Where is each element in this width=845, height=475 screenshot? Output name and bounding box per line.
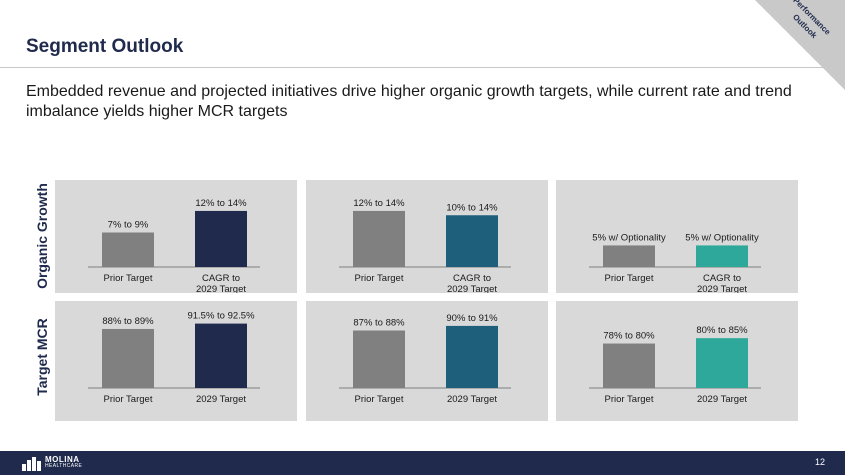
category-label: 2029 Target xyxy=(447,284,497,293)
category-label: 2029 Target xyxy=(697,394,747,405)
category-label: CAGR to xyxy=(453,273,491,284)
bar-chart-marketplace-rationalization-target-mcr: 78% to 80% Prior Target 80% to 85% 2029 Tar… xyxy=(589,325,761,405)
bar-prior-target xyxy=(102,232,154,267)
subtitle: Embedded revenue and projected initiativ… xyxy=(26,83,792,120)
category-label: Prior Target xyxy=(605,273,654,284)
bar-prior-target xyxy=(603,343,655,388)
bar-chart-medicare-rejuvenation-target-mcr: 87% to 88% Prior Target 90% to 91% 2029 Tar… xyxy=(339,313,511,405)
logo-subtitle: HEALTHCARE xyxy=(45,463,83,469)
category-label: Prior Target xyxy=(355,273,404,284)
category-label: 2029 Target xyxy=(697,284,747,293)
corner-tag-graphic: Performance Outlook xyxy=(755,0,845,90)
bar-cagr-to xyxy=(696,245,748,267)
data-label: 91.5% to 92.5% xyxy=(187,311,255,322)
chart-panel-medicare-growth: 12% to 14% Prior Target 10% to 14% CAGR to 2… xyxy=(306,180,548,293)
data-label: 80% to 85% xyxy=(696,325,748,336)
footer-bar: MOLINA HEALTHCARE 12 xyxy=(0,451,845,475)
bar-prior-target xyxy=(603,245,655,267)
category-label: CAGR to xyxy=(202,273,240,284)
data-label: 5% w/ Optionality xyxy=(592,232,666,243)
page-number: 12 xyxy=(814,457,825,467)
data-label: 78% to 80% xyxy=(603,331,655,342)
bar-cagr-to xyxy=(446,215,498,267)
bar-chart-medicare-rejuvenation-organic-growth: 12% to 14% Prior Target 10% to 14% CAGR to2… xyxy=(339,198,511,293)
title-divider xyxy=(0,67,845,68)
data-label: 7% to 9% xyxy=(108,220,149,231)
chart-panel-medicaid-mcr: 88% to 89% Prior Target 91.5% to 92.5% 2029… xyxy=(55,301,297,421)
bar-prior-target xyxy=(353,330,405,388)
data-label: 10% to 14% xyxy=(446,202,498,213)
data-label: 88% to 89% xyxy=(102,316,154,327)
bar-cagr-to xyxy=(195,210,247,267)
data-label: 12% to 14% xyxy=(195,198,247,209)
category-label: 2029 Target xyxy=(196,284,246,293)
corner-tag: Performance Outlook xyxy=(755,0,845,90)
data-label: 5% w/ Optionality xyxy=(685,232,759,243)
bar-2029-target xyxy=(446,325,498,388)
category-label: 2029 Target xyxy=(196,394,246,405)
bar-prior-target xyxy=(353,210,405,267)
category-label: Prior Target xyxy=(104,394,153,405)
logo-icon xyxy=(22,457,41,471)
category-label: Prior Target xyxy=(104,273,153,284)
page-title: Segment Outlook xyxy=(26,36,184,57)
corner-tag-triangle xyxy=(755,0,845,90)
category-label: CAGR to xyxy=(703,273,741,284)
chart-panel-medicare-mcr: 87% to 88% Prior Target 90% to 91% 2029 Tar… xyxy=(306,301,548,421)
data-label: 90% to 91% xyxy=(446,313,498,324)
bar-2029-target xyxy=(696,338,748,388)
chart-panel-marketplace-mcr: 78% to 80% Prior Target 80% to 85% 2029 Tar… xyxy=(556,301,798,421)
bar-2029-target xyxy=(195,323,247,388)
category-label: 2029 Target xyxy=(447,394,497,405)
bar-chart-medicaid-recalibration-target-mcr: 88% to 89% Prior Target 91.5% to 92.5% 2029… xyxy=(88,311,260,405)
logo-name: MOLINA xyxy=(45,455,80,464)
column-header-medicaid: Medicaid Recalibration xyxy=(94,148,258,165)
data-label: 12% to 14% xyxy=(353,198,405,209)
column-header-marketplace: Marketplace Rationalization xyxy=(578,148,776,165)
column-header-medicare: Medicare Rejuvenation xyxy=(345,148,509,165)
bar-chart-medicaid-recalibration-organic-growth: 7% to 9% Prior Target 12% to 14% CAGR to202… xyxy=(88,198,260,293)
row-label-target-mcr: Target MCR xyxy=(34,318,50,396)
chart-panel-marketplace-growth: 5% w/ Optionality Prior Target 5% w/ Optio… xyxy=(556,180,798,293)
bar-prior-target xyxy=(102,328,154,388)
bar-chart-marketplace-rationalization-organic-growth: 5% w/ Optionality Prior Target 5% w/ Optio… xyxy=(589,232,761,293)
category-label: Prior Target xyxy=(605,394,654,405)
chart-panel-medicaid-growth: 7% to 9% Prior Target 12% to 14% CAGR to 202… xyxy=(55,180,297,293)
company-logo: MOLINA HEALTHCARE xyxy=(22,455,82,471)
data-label: 87% to 88% xyxy=(353,318,405,329)
row-label-organic-growth: Organic Growth xyxy=(34,183,50,289)
category-label: Prior Target xyxy=(355,394,404,405)
